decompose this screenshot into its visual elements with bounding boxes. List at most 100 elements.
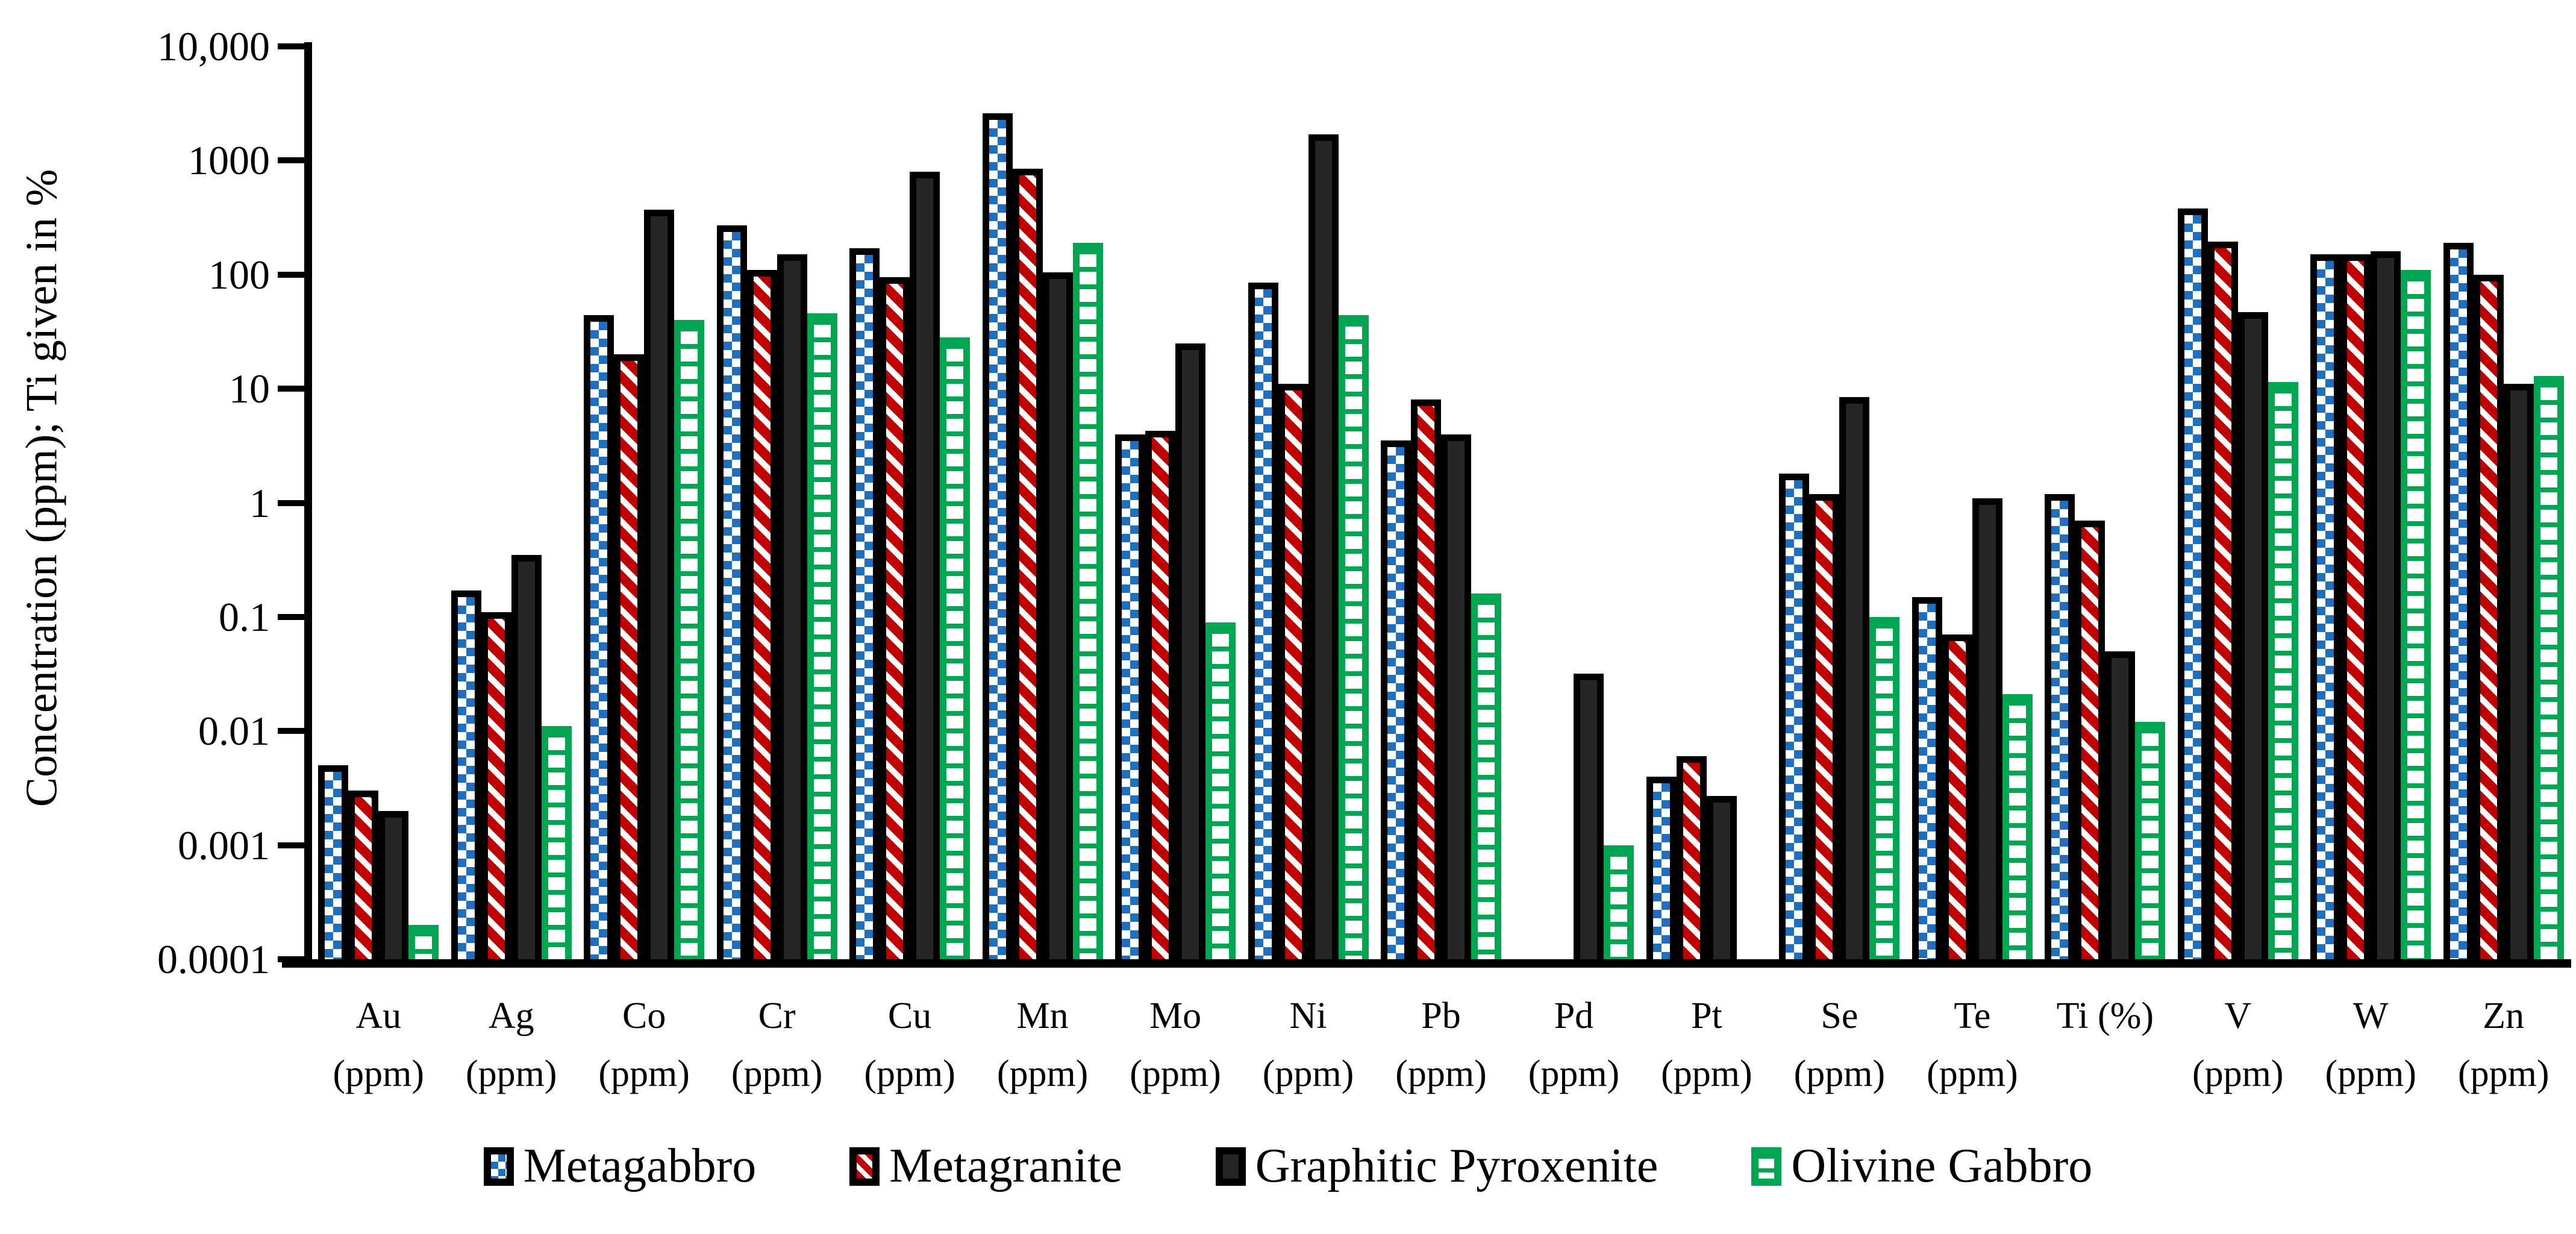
bar-group-mo <box>1109 46 1242 959</box>
x-category-element: Pt <box>1691 995 1722 1036</box>
bar-group-co <box>578 46 710 959</box>
x-category-unit: (ppm) <box>1395 1053 1487 1095</box>
x-category-unit: (ppm) <box>1793 1053 1886 1095</box>
bar-graphitic-pyroxenite-te <box>1972 498 2002 959</box>
x-category-element: Ag <box>488 995 534 1036</box>
bar-olivine-gabbro-pd <box>1604 845 1634 959</box>
bar-metagranite-co <box>614 354 645 959</box>
legend-label-graphitic-pyroxenite: Graphitic Pyroxenite <box>1255 1139 1658 1192</box>
legend-label-metagranite: Metagranite <box>889 1139 1122 1192</box>
bar-group-zn <box>2437 46 2570 959</box>
bar-group-w <box>2304 46 2437 959</box>
y-tick-mark <box>278 43 304 49</box>
bar-metagranite-se <box>1809 493 1840 959</box>
bar-olivine-gabbro-pb <box>1471 594 1501 959</box>
bar-olivine-gabbro-cu <box>940 337 971 959</box>
bar-graphitic-pyroxenite-cr <box>777 254 807 959</box>
bar-metagranite-pt <box>1676 756 1707 959</box>
x-category-unit: (ppm) <box>333 1053 424 1095</box>
bar-metagabbro-ti <box>2045 493 2075 959</box>
x-axis-labels: Au (ppm) Ag (ppm) Co (ppm) Cr (ppm) Cu (ppm) Mn (pp… <box>312 987 2570 1103</box>
bar-graphitic-pyroxenite-v <box>2237 312 2268 959</box>
bar-group-ti <box>2039 46 2171 959</box>
x-category-unit: (ppm) <box>731 1053 823 1095</box>
x-category-element: W <box>2353 995 2389 1036</box>
y-tick-label: 100 <box>208 251 270 298</box>
bar-metagabbro-w <box>2310 254 2341 959</box>
bar-metagranite-ag <box>481 612 511 959</box>
y-tick-mark <box>278 956 304 962</box>
x-category-unit: (ppm) <box>2457 1053 2549 1095</box>
x-category-label-cr: Cr (ppm) <box>710 987 843 1103</box>
bar-olivine-gabbro-co <box>674 320 705 959</box>
y-tick-label: 0.1 <box>219 594 270 640</box>
bar-metagabbro-se <box>1779 474 1810 959</box>
x-category-element: V <box>2224 995 2252 1036</box>
plot-area: 10,000 1000 100 10 1 0.1 0.01 0.001 0.0001 <box>157 26 2570 980</box>
bar-metagabbro-mo <box>1115 434 1146 959</box>
bar-graphitic-pyroxenite-cu <box>910 171 940 959</box>
x-category-element: Ti (%) <box>2056 995 2154 1036</box>
bar-metagabbro-pt <box>1646 776 1677 959</box>
bar-metagabbro-zn <box>2443 242 2474 959</box>
bar-olivine-gabbro-cr <box>807 313 837 959</box>
x-category-unit: (ppm) <box>2325 1053 2417 1095</box>
bar-olivine-gabbro-ni <box>1338 315 1369 959</box>
x-category-unit: (ppm) <box>1130 1053 1221 1095</box>
bar-metagranite-ni <box>1278 384 1308 959</box>
bar-metagabbro-pb <box>1380 440 1411 959</box>
legend-item-olivine-gabbro: Olivine Gabbro <box>1751 1139 2092 1194</box>
x-category-element: Te <box>1954 995 1991 1036</box>
x-category-label-au: Au (ppm) <box>312 987 445 1103</box>
bar-metagabbro-ni <box>1248 283 1278 959</box>
x-category-element: Pb <box>1421 995 1461 1036</box>
x-category-label-mo: Mo (ppm) <box>1109 987 1242 1103</box>
legend-label-metagabbro: Metagabbro <box>523 1139 757 1192</box>
bar-graphitic-pyroxenite-w <box>2371 251 2401 959</box>
x-category-label-co: Co (ppm) <box>578 987 710 1103</box>
bar-graphitic-pyroxenite-pb <box>1440 434 1471 959</box>
bar-metagranite-mo <box>1145 430 1176 959</box>
y-tick-label: 0.001 <box>178 822 270 868</box>
x-axis-line <box>282 959 2571 968</box>
x-category-label-mn: Mn (ppm) <box>976 987 1108 1103</box>
x-category-unit: (ppm) <box>598 1053 690 1095</box>
y-tick-label: 0.0001 <box>157 936 270 982</box>
bar-metagranite-cu <box>880 277 910 959</box>
x-category-element: Cu <box>887 995 932 1036</box>
x-category-element: Se <box>1821 995 1859 1036</box>
x-category-unit: (ppm) <box>1262 1053 1354 1095</box>
bar-olivine-gabbro-v <box>2268 381 2298 959</box>
y-tick-mark <box>278 728 304 734</box>
bar-metagranite-te <box>1942 634 1972 959</box>
bar-metagranite-mn <box>1012 168 1043 959</box>
bar-metagranite-cr <box>746 269 777 959</box>
bar-metagabbro-te <box>1912 597 1942 959</box>
x-category-label-pb: Pb (ppm) <box>1375 987 1507 1103</box>
y-tick-label: 10 <box>229 366 270 412</box>
bar-group-v <box>2172 46 2304 959</box>
bar-metagabbro-v <box>2177 208 2208 959</box>
y-tick-mark <box>278 842 304 848</box>
bar-graphitic-pyroxenite-se <box>1839 396 1870 959</box>
bar-graphitic-pyroxenite-ti <box>2105 651 2136 959</box>
bar-group-te <box>1906 46 2039 959</box>
bar-olivine-gabbro-te <box>2002 694 2033 959</box>
x-category-label-ag: Ag (ppm) <box>445 987 577 1103</box>
y-tick-label: 10,000 <box>157 23 270 69</box>
bars-container <box>312 46 2570 959</box>
legend: Metagabbro Metagranite Graphitic Pyroxenit… <box>0 1139 2576 1194</box>
bar-metagranite-ti <box>2075 520 2106 959</box>
x-category-unit: (ppm) <box>996 1053 1089 1095</box>
x-category-label-pd: Pd (ppm) <box>1507 987 1640 1103</box>
x-category-element: Mo <box>1149 995 1202 1036</box>
bar-metagabbro-mn <box>982 113 1013 959</box>
legend-swatch-olivine-gabbro <box>1751 1147 1782 1186</box>
bar-graphitic-pyroxenite-ni <box>1308 134 1339 959</box>
x-category-element: Ni <box>1289 995 1327 1036</box>
y-tick-label: 1000 <box>188 137 270 184</box>
bar-olivine-gabbro-mo <box>1205 622 1236 959</box>
bar-olivine-gabbro-mn <box>1072 242 1103 959</box>
y-tick-mark <box>278 157 304 164</box>
x-category-label-v: V (ppm) <box>2172 987 2304 1103</box>
